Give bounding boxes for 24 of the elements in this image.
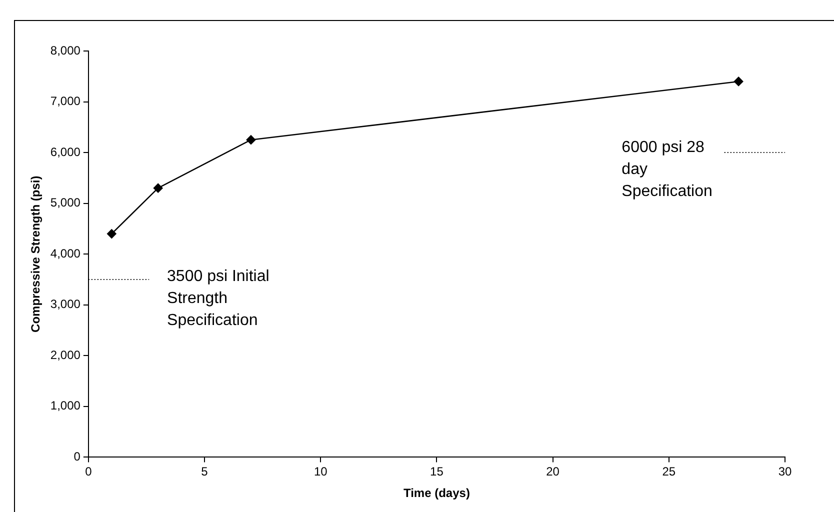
y-tick-label: 5,000	[50, 196, 81, 210]
point	[107, 229, 116, 238]
y-tick-label: 0	[74, 450, 81, 464]
x-tick-label: 0	[85, 464, 92, 479]
x-tick-label: 10	[314, 464, 328, 479]
x-tick-label: 25	[662, 464, 676, 479]
y-tick-label: 8,000	[50, 43, 81, 58]
y-tick-label: 2,000	[50, 348, 81, 362]
y-tick-label: 1,000	[50, 398, 81, 413]
x-tick-label: 30	[778, 464, 792, 479]
y-tick-label: 6,000	[50, 144, 81, 159]
point	[153, 183, 163, 193]
point	[734, 76, 744, 86]
y-tick-label: 4,000	[50, 246, 81, 260]
y-tick-label: 7,000	[50, 94, 81, 108]
y-axis-title: Compressive Strength (psi)	[28, 176, 43, 332]
ref-line-label: 3500 psi Initial Strength Specification	[167, 268, 270, 329]
y-tick-label: 3,000	[50, 297, 81, 312]
point	[246, 135, 256, 145]
x-tick-label: 5	[201, 464, 208, 479]
x-tick-label: 15	[430, 464, 444, 479]
x-tick-label: 20	[546, 464, 560, 479]
x-axis-title: Time (days)	[403, 486, 470, 500]
ref-line-label: 6000 psi 28 day Specification	[622, 138, 712, 200]
